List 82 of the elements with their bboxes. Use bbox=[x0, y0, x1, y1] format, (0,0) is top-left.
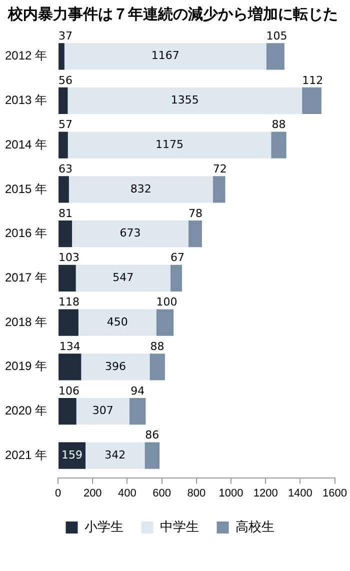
data-label: 37 bbox=[58, 29, 73, 42]
bar bbox=[68, 176, 213, 203]
bar bbox=[58, 220, 72, 248]
bar bbox=[68, 87, 302, 114]
y-tick-label: 2014 年 bbox=[5, 137, 48, 152]
data-label: 86 bbox=[145, 428, 160, 442]
bar bbox=[72, 220, 188, 248]
x-tick-label: 200 bbox=[83, 487, 102, 500]
data-label: 103 bbox=[58, 251, 80, 264]
data-label: 88 bbox=[272, 118, 286, 132]
data-label: 106 bbox=[58, 384, 80, 398]
x-tick-label: 400 bbox=[118, 487, 136, 500]
data-label: 832 bbox=[130, 182, 152, 196]
y-tick-label: 2020 年 bbox=[5, 404, 48, 418]
data-label: 134 bbox=[59, 340, 80, 353]
x-tick-label: 1600 bbox=[322, 487, 348, 500]
x-tick-label: 800 bbox=[187, 487, 206, 500]
bar bbox=[58, 43, 64, 70]
bar bbox=[78, 309, 156, 336]
legend-label: 高校生 bbox=[235, 519, 274, 534]
data-label: 112 bbox=[302, 74, 324, 87]
legend-label: 小学生 bbox=[84, 519, 124, 534]
y-tick-label: 2015 年 bbox=[5, 182, 48, 196]
bar bbox=[144, 442, 160, 469]
data-label: 56 bbox=[58, 74, 73, 87]
bar bbox=[266, 43, 284, 70]
data-label: 100 bbox=[156, 296, 178, 309]
bar bbox=[76, 398, 130, 425]
data-label: 72 bbox=[212, 162, 227, 176]
data-label: 57 bbox=[58, 118, 73, 132]
bar bbox=[76, 264, 170, 292]
bar bbox=[212, 176, 226, 203]
legend-label: 中学生 bbox=[160, 519, 199, 534]
data-label: 63 bbox=[58, 162, 73, 176]
y-tick-label: 2021 年 bbox=[5, 448, 48, 462]
data-label: 307 bbox=[92, 404, 114, 418]
bar bbox=[58, 176, 69, 203]
bar bbox=[170, 264, 182, 292]
data-label: 342 bbox=[104, 448, 126, 462]
data-label: 105 bbox=[266, 29, 288, 42]
data-label: 94 bbox=[130, 384, 145, 398]
bar bbox=[188, 220, 202, 248]
bar bbox=[58, 354, 82, 380]
bar bbox=[64, 43, 266, 70]
bar bbox=[302, 87, 322, 114]
bar bbox=[58, 87, 68, 114]
data-label: 81 bbox=[58, 206, 73, 220]
bar bbox=[271, 132, 286, 158]
y-tick-label: 2013 年 bbox=[5, 93, 48, 108]
y-tick-label: 2016 年 bbox=[5, 226, 48, 240]
data-label: 159 bbox=[62, 448, 83, 462]
y-tick-label: 2017 年 bbox=[5, 270, 48, 284]
bar bbox=[68, 132, 272, 158]
x-tick-label: 1000 bbox=[218, 487, 244, 500]
bar bbox=[58, 264, 76, 292]
data-label: 118 bbox=[58, 296, 80, 309]
data-label: 88 bbox=[150, 340, 164, 353]
bar bbox=[81, 354, 150, 380]
data-label: 547 bbox=[112, 271, 134, 284]
bar bbox=[58, 132, 68, 158]
x-tick-label: 1200 bbox=[253, 487, 278, 500]
data-label: 78 bbox=[188, 206, 202, 220]
chart-title: 校内暴力事件は７年連続の減少から増加に転じた bbox=[6, 4, 339, 24]
x-tick-label: 1400 bbox=[288, 487, 312, 500]
bar bbox=[58, 309, 78, 336]
x-tick-label: 600 bbox=[152, 487, 171, 500]
bar bbox=[150, 354, 165, 380]
bar bbox=[58, 398, 76, 425]
y-tick-label: 2018 年 bbox=[5, 314, 48, 329]
data-label: 1175 bbox=[156, 138, 184, 151]
bar bbox=[86, 442, 145, 469]
y-tick-label: 2012 年 bbox=[5, 48, 48, 63]
data-label: 1167 bbox=[151, 49, 180, 62]
data-label: 1355 bbox=[170, 94, 199, 107]
data-label: 396 bbox=[104, 360, 126, 373]
data-label: 450 bbox=[106, 315, 128, 328]
x-tick-label: 0 bbox=[54, 487, 62, 500]
data-label: 673 bbox=[120, 226, 141, 240]
bar bbox=[156, 309, 174, 336]
data-label: 67 bbox=[170, 251, 184, 264]
y-tick-label: 2019 年 bbox=[5, 359, 48, 374]
bar bbox=[129, 398, 146, 425]
